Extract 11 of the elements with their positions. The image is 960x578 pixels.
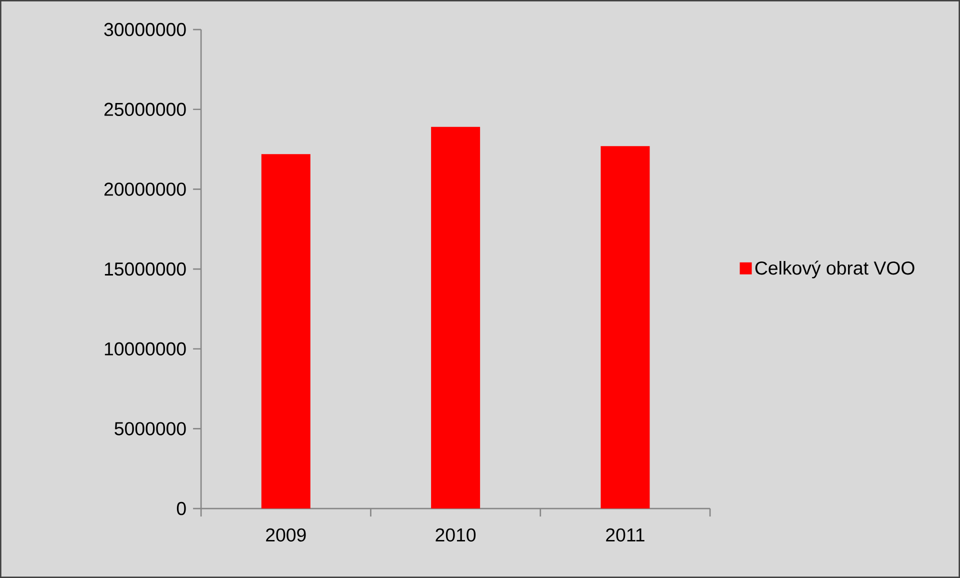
y-tick-label: 25000000 <box>104 102 186 116</box>
y-tick-label: 10000000 <box>104 342 186 356</box>
y-tick-label: 15000000 <box>104 262 186 276</box>
y-tick-label: 5000000 <box>114 422 186 436</box>
x-tick-label: 2009 <box>266 528 306 542</box>
x-tick-label: 2011 <box>606 528 644 542</box>
y-tick-label: 0 <box>176 502 186 516</box>
legend-label: Celkový obrat VOO <box>755 260 914 278</box>
y-tick-label: 20000000 <box>104 182 186 196</box>
y-tick-label: 30000000 <box>104 22 186 36</box>
x-tick-label: 2010 <box>436 528 476 542</box>
